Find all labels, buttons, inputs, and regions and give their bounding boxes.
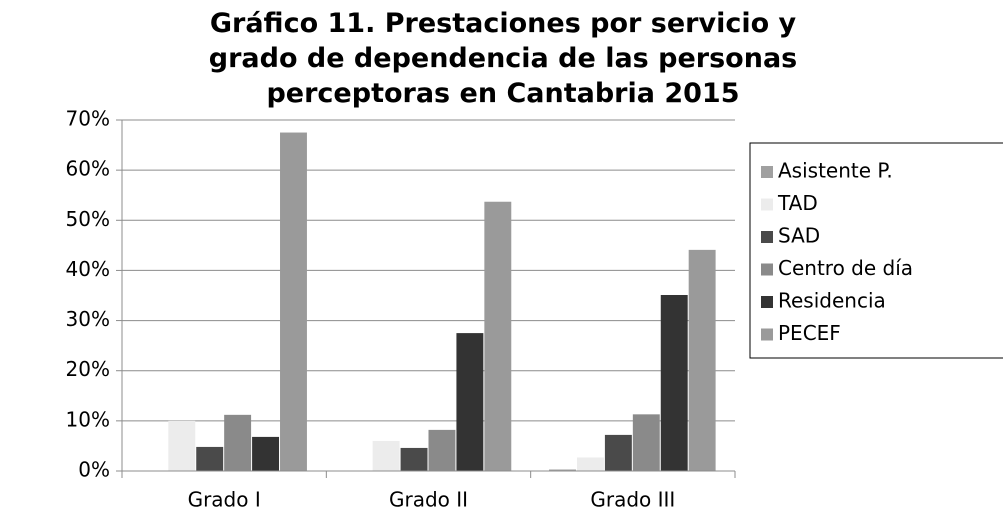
legend-label: TAD — [777, 191, 818, 215]
bar — [428, 429, 456, 471]
chart-title: Gráfico 11. Prestaciones por servicio y … — [208, 8, 798, 109]
bar — [632, 414, 660, 471]
legend-label: PECEF — [778, 321, 841, 345]
x-tick-label: Grado I — [188, 488, 261, 512]
y-tick-label: 10% — [66, 407, 110, 431]
bar — [372, 440, 400, 471]
bar — [604, 434, 632, 471]
bar — [456, 333, 484, 471]
bar — [576, 457, 604, 471]
legend-swatch — [761, 296, 773, 308]
legend-label: Asistente P. — [778, 159, 893, 183]
legend-swatch — [761, 263, 773, 276]
legend-box — [749, 142, 1003, 359]
y-tick-label: 0% — [78, 458, 110, 482]
bar — [224, 414, 252, 471]
legend-swatch — [761, 166, 773, 178]
y-tick-label: 30% — [66, 307, 110, 331]
y-tick-label: 70% — [66, 107, 110, 131]
legend-label: Residencia — [778, 289, 886, 313]
bar — [280, 132, 307, 472]
y-tick-label: 60% — [66, 157, 110, 181]
legend-swatch — [761, 198, 773, 211]
bar — [688, 249, 716, 471]
bar — [168, 420, 196, 471]
legend-label: Centro de día — [778, 256, 913, 280]
bar — [252, 436, 280, 471]
legend-label: SAD — [778, 224, 820, 248]
x-tick-label: Grado II — [389, 488, 468, 512]
bar — [484, 201, 512, 472]
x-tick-label: Grado III — [590, 488, 675, 512]
legend-swatch — [761, 231, 773, 243]
bar — [660, 294, 688, 471]
legend-swatch — [761, 328, 773, 341]
y-tick-label: 40% — [66, 257, 110, 281]
y-tick-label: 20% — [66, 357, 110, 381]
bar — [400, 447, 428, 471]
bar — [196, 446, 224, 471]
y-tick-label: 50% — [66, 207, 110, 231]
bar — [549, 469, 576, 471]
